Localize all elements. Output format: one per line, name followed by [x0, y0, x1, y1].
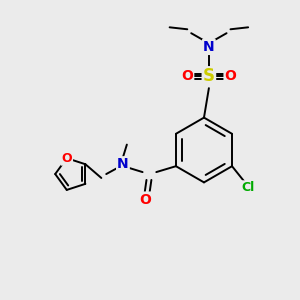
Text: N: N — [117, 157, 129, 171]
Text: O: O — [182, 69, 193, 83]
Text: O: O — [61, 152, 72, 165]
Text: N: N — [203, 40, 215, 54]
Text: S: S — [203, 68, 215, 85]
Text: O: O — [140, 193, 152, 207]
Text: O: O — [224, 69, 236, 83]
Text: Cl: Cl — [241, 181, 254, 194]
